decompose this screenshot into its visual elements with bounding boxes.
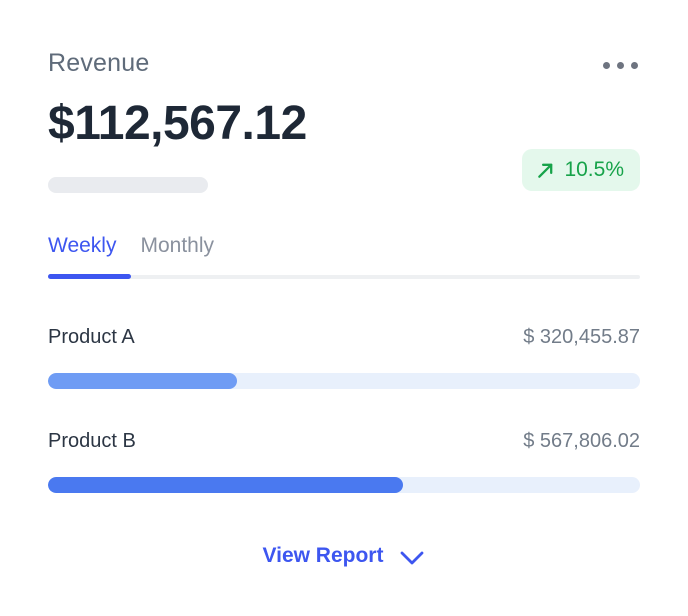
change-badge: 10.5%	[522, 149, 640, 191]
product-row: Product A $ 320,455.87	[48, 325, 640, 389]
product-progress-fill	[48, 373, 238, 389]
product-value: $ 567,806.02	[523, 430, 640, 452]
amount-block: $112,567.12	[48, 97, 307, 193]
tab-monthly[interactable]: Monthly	[140, 234, 214, 257]
product-name: Product B	[48, 430, 136, 452]
active-tab-indicator	[48, 274, 131, 279]
view-report-label: View Report	[262, 544, 384, 567]
product-progress-fill	[48, 477, 404, 493]
tabs-divider	[48, 274, 640, 279]
product-list: Product A $ 320,455.87 Product B $ 567,8…	[48, 325, 640, 493]
trend-up-arrow-icon	[538, 163, 553, 178]
ellipsis-icon	[631, 62, 638, 69]
product-value: $ 320,455.87	[523, 326, 640, 348]
amount-row: $112,567.12 10.5%	[48, 97, 640, 193]
chevron-down-icon	[401, 551, 424, 564]
period-tabs: Weekly Monthly	[48, 233, 640, 258]
product-name: Product A	[48, 326, 135, 348]
product-progress-track	[48, 373, 640, 389]
card-header: Revenue	[48, 48, 640, 83]
ellipsis-menu-button[interactable]	[601, 48, 640, 83]
revenue-progress-placeholder	[48, 177, 208, 193]
product-row: Product B $ 567,806.02	[48, 429, 640, 493]
card-footer: View Report	[48, 543, 640, 569]
tab-weekly[interactable]: Weekly	[48, 234, 117, 257]
card-title: Revenue	[48, 49, 150, 77]
product-progress-track	[48, 477, 640, 493]
ellipsis-icon	[617, 62, 624, 69]
revenue-amount: $112,567.12	[48, 97, 307, 150]
change-value: 10.5%	[564, 158, 624, 181]
view-report-button[interactable]: View Report	[263, 543, 426, 569]
ellipsis-icon	[603, 62, 610, 69]
